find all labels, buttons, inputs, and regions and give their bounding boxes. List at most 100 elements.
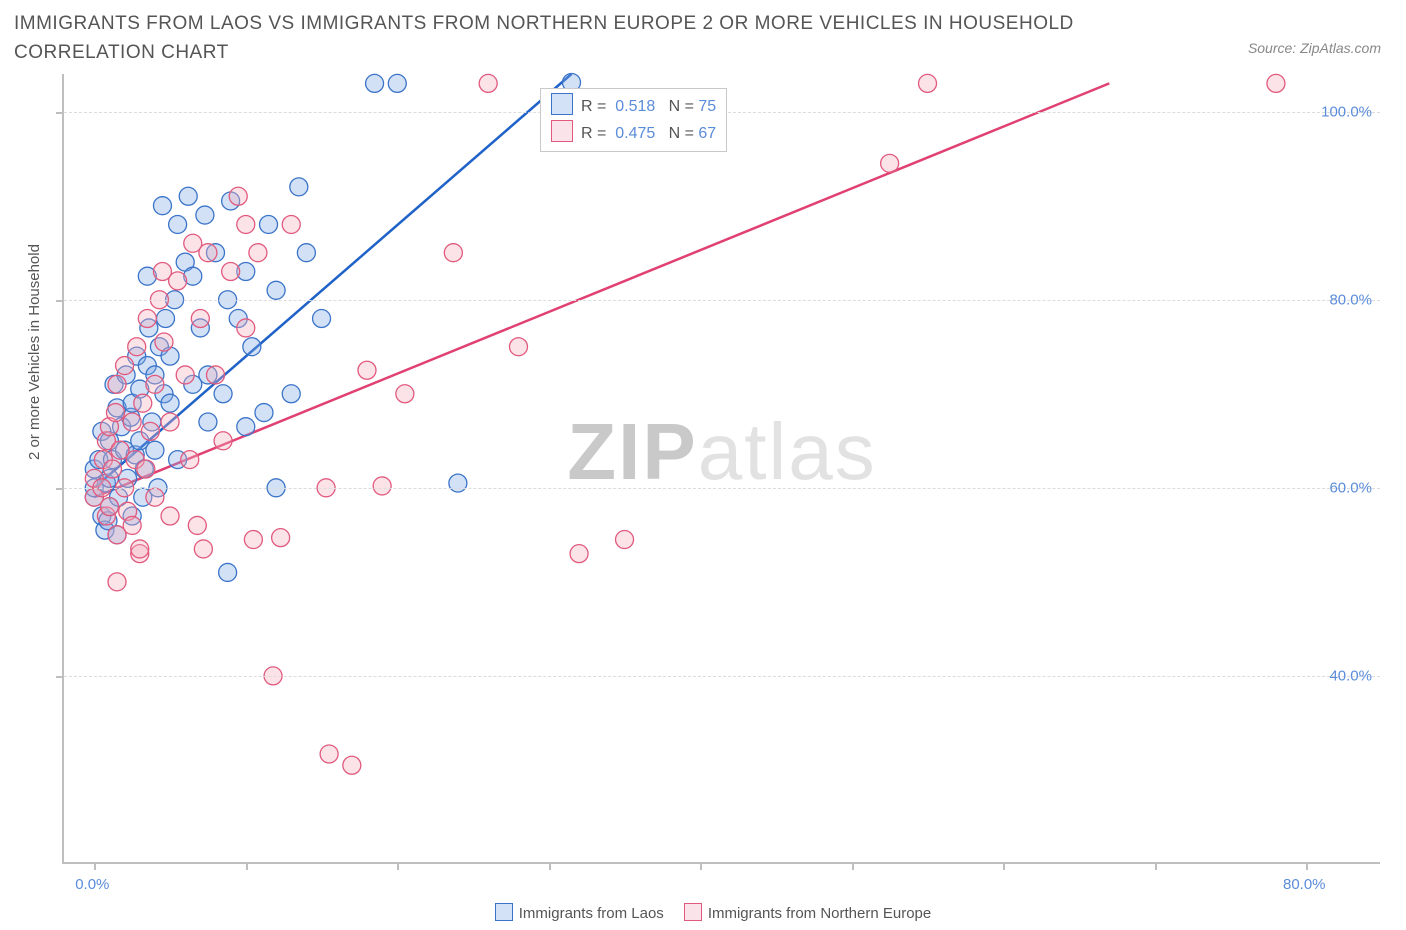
point-laos <box>388 74 406 92</box>
point-laos <box>260 215 278 233</box>
point-neurope <box>509 338 527 356</box>
stat-row-neurope: R = 0.475 N = 67 <box>551 120 716 147</box>
point-neurope <box>479 74 497 92</box>
point-neurope <box>396 385 414 403</box>
point-neurope <box>237 215 255 233</box>
point-laos <box>366 74 384 92</box>
point-laos <box>243 338 261 356</box>
point-neurope <box>222 263 240 281</box>
swatch-neurope <box>551 120 573 142</box>
stat-N-neurope: 67 <box>698 125 716 142</box>
point-neurope <box>444 244 462 262</box>
point-laos <box>199 413 217 431</box>
point-laos <box>179 187 197 205</box>
point-laos <box>196 206 214 224</box>
swatch-laos <box>551 93 573 115</box>
gridline <box>64 676 1380 677</box>
point-laos <box>161 394 179 412</box>
point-neurope <box>176 366 194 384</box>
y-tick-label: 40.0% <box>1329 667 1372 684</box>
point-neurope <box>134 394 152 412</box>
y-tick <box>56 676 64 678</box>
point-laos <box>255 404 273 422</box>
point-neurope <box>116 357 134 375</box>
point-laos <box>313 310 331 328</box>
point-neurope <box>137 460 155 478</box>
x-tick <box>549 862 551 870</box>
legend-label-neurope: Immigrants from Northern Europe <box>708 905 931 922</box>
point-neurope <box>108 375 126 393</box>
point-neurope <box>282 215 300 233</box>
source-label: Source: ZipAtlas.com <box>1248 40 1381 56</box>
point-neurope <box>616 531 634 549</box>
point-neurope <box>229 187 247 205</box>
stat-N-laos: 75 <box>698 98 716 115</box>
y-axis-title: 2 or more Vehicles in Household <box>26 244 43 460</box>
x-tick <box>852 862 854 870</box>
gridline <box>64 488 1380 489</box>
y-tick <box>56 112 64 114</box>
y-tick <box>56 488 64 490</box>
point-neurope <box>108 573 126 591</box>
point-neurope <box>161 507 179 525</box>
point-neurope <box>138 310 156 328</box>
point-neurope <box>1267 74 1285 92</box>
y-tick-label: 100.0% <box>1321 103 1372 120</box>
point-neurope <box>272 529 290 547</box>
point-neurope <box>194 540 212 558</box>
point-neurope <box>181 451 199 469</box>
point-neurope <box>103 460 121 478</box>
point-laos <box>449 474 467 492</box>
point-neurope <box>146 375 164 393</box>
point-laos <box>290 178 308 196</box>
legend-swatch-neurope <box>684 903 702 921</box>
legend-swatch-laos <box>495 903 513 921</box>
chart-svg <box>64 74 1380 862</box>
point-neurope <box>214 432 232 450</box>
point-neurope <box>881 154 899 172</box>
point-neurope <box>155 333 173 351</box>
point-neurope <box>237 319 255 337</box>
x-tick <box>397 862 399 870</box>
point-neurope <box>123 413 141 431</box>
y-tick-label: 80.0% <box>1329 291 1372 308</box>
point-neurope <box>249 244 267 262</box>
point-neurope <box>570 545 588 563</box>
y-tick <box>56 300 64 302</box>
point-neurope <box>169 272 187 290</box>
point-neurope <box>320 745 338 763</box>
point-laos <box>297 244 315 262</box>
point-neurope <box>161 413 179 431</box>
x-tick <box>700 862 702 870</box>
point-neurope <box>123 516 141 534</box>
point-neurope <box>141 422 159 440</box>
point-neurope <box>191 310 209 328</box>
point-neurope <box>919 74 937 92</box>
point-laos <box>157 310 175 328</box>
stat-row-laos: R = 0.518 N = 75 <box>551 93 716 120</box>
x-tick <box>1155 862 1157 870</box>
x-tick <box>1306 862 1308 870</box>
x-tick <box>94 862 96 870</box>
legend-bottom: Immigrants from LaosImmigrants from Nort… <box>0 903 1406 922</box>
point-laos <box>267 281 285 299</box>
correlation-stats-box: R = 0.518 N = 75R = 0.475 N = 67 <box>540 88 727 152</box>
y-tick-label: 60.0% <box>1329 479 1372 496</box>
point-neurope <box>199 244 217 262</box>
point-neurope <box>244 531 262 549</box>
x-tick-label: 80.0% <box>1283 876 1326 893</box>
point-laos <box>237 418 255 436</box>
x-tick <box>246 862 248 870</box>
plot-area: ZIPatlas 40.0%60.0%80.0%100.0% <box>62 74 1380 864</box>
x-tick <box>1003 862 1005 870</box>
point-laos <box>146 441 164 459</box>
point-neurope <box>358 361 376 379</box>
point-laos <box>153 197 171 215</box>
chart-title: IMMIGRANTS FROM LAOS VS IMMIGRANTS FROM … <box>14 10 1114 67</box>
point-neurope <box>100 498 118 516</box>
point-laos <box>219 563 237 581</box>
point-laos <box>282 385 300 403</box>
stat-R-laos: 0.518 <box>615 98 655 115</box>
point-neurope <box>206 366 224 384</box>
stat-R-neurope: 0.475 <box>615 125 655 142</box>
